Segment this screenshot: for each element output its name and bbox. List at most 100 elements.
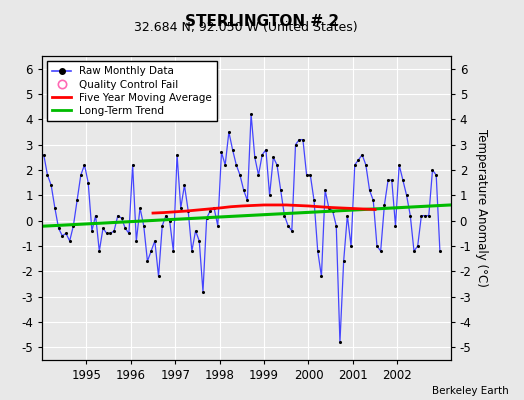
Point <box>310 197 318 204</box>
Point <box>332 222 341 229</box>
Point <box>84 180 92 186</box>
Point <box>158 222 167 229</box>
Point <box>139 222 148 229</box>
Point <box>295 136 303 143</box>
Point <box>373 243 381 249</box>
Point <box>391 222 400 229</box>
Point <box>40 152 48 158</box>
Point <box>329 207 337 214</box>
Point <box>206 207 214 214</box>
Legend: Raw Monthly Data, Quality Control Fail, Five Year Moving Average, Long-Term Tren: Raw Monthly Data, Quality Control Fail, … <box>47 61 217 121</box>
Point <box>236 172 244 178</box>
Point <box>99 225 107 232</box>
Point <box>77 172 85 178</box>
Point <box>421 212 429 219</box>
Point <box>380 202 389 209</box>
Point <box>273 162 281 168</box>
Point <box>358 152 366 158</box>
Point <box>62 230 70 236</box>
Point <box>95 248 104 254</box>
Point <box>436 248 444 254</box>
Point <box>277 187 285 194</box>
Point <box>302 172 311 178</box>
Point <box>199 288 207 295</box>
Point <box>424 212 433 219</box>
Point <box>217 149 226 156</box>
Point <box>261 146 270 153</box>
Point <box>136 205 144 211</box>
Point <box>191 228 200 234</box>
Point <box>54 225 63 232</box>
Point <box>228 146 237 153</box>
Point <box>347 243 355 249</box>
Point <box>221 162 230 168</box>
Point <box>243 197 252 204</box>
Point <box>269 154 278 160</box>
Y-axis label: Temperature Anomaly (°C): Temperature Anomaly (°C) <box>475 129 488 287</box>
Point <box>291 142 300 148</box>
Point <box>351 162 359 168</box>
Text: Berkeley Earth: Berkeley Earth <box>432 386 508 396</box>
Point <box>214 222 222 229</box>
Point <box>317 273 325 280</box>
Point <box>106 230 115 236</box>
Title: 32.684 N, 92.050 W (United States): 32.684 N, 92.050 W (United States) <box>135 21 358 34</box>
Point <box>250 154 259 160</box>
Point <box>376 248 385 254</box>
Point <box>343 212 352 219</box>
Point <box>51 205 59 211</box>
Point <box>325 205 333 211</box>
Point <box>306 172 314 178</box>
Point <box>417 212 425 219</box>
Point <box>321 187 329 194</box>
Point <box>410 248 418 254</box>
Point <box>117 215 126 221</box>
Point <box>58 233 67 239</box>
Point <box>128 162 137 168</box>
Point <box>155 273 163 280</box>
Point <box>202 215 211 221</box>
Point <box>169 248 178 254</box>
Point <box>173 152 181 158</box>
Point <box>47 182 56 188</box>
Point <box>336 339 344 346</box>
Point <box>232 162 241 168</box>
Point <box>43 172 52 178</box>
Point <box>395 162 403 168</box>
Point <box>266 192 274 198</box>
Point <box>114 212 122 219</box>
Point <box>125 230 133 236</box>
Point <box>284 222 292 229</box>
Point <box>147 248 155 254</box>
Point <box>132 238 140 244</box>
Point <box>225 129 233 135</box>
Point <box>210 205 219 211</box>
Point <box>402 192 411 198</box>
Point <box>88 228 96 234</box>
Point <box>406 212 414 219</box>
Point <box>180 182 189 188</box>
Point <box>388 177 396 183</box>
Point <box>299 136 307 143</box>
Point <box>313 248 322 254</box>
Point <box>66 238 74 244</box>
Point <box>288 228 296 234</box>
Point <box>73 197 81 204</box>
Point <box>195 238 203 244</box>
Point <box>110 228 118 234</box>
Point <box>162 212 170 219</box>
Point <box>184 207 192 214</box>
Point <box>239 187 248 194</box>
Point <box>188 248 196 254</box>
Point <box>432 172 440 178</box>
Text: STERLINGTON # 2: STERLINGTON # 2 <box>185 14 339 29</box>
Point <box>91 212 100 219</box>
Point <box>428 167 436 173</box>
Point <box>166 218 174 224</box>
Point <box>143 258 151 264</box>
Point <box>177 205 185 211</box>
Point <box>103 230 111 236</box>
Point <box>69 222 78 229</box>
Point <box>384 177 392 183</box>
Point <box>254 172 263 178</box>
